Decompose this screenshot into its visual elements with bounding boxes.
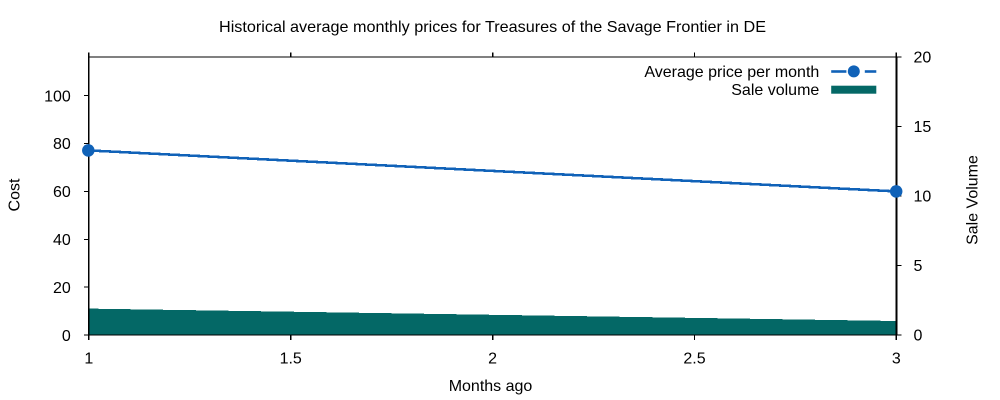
- svg-text:10: 10: [914, 188, 932, 205]
- svg-text:Historical average monthly pri: Historical average monthly prices for Tr…: [219, 19, 766, 36]
- svg-text:20: 20: [53, 280, 71, 297]
- svg-text:40: 40: [53, 232, 71, 249]
- svg-text:0: 0: [914, 327, 923, 344]
- svg-text:100: 100: [44, 88, 71, 105]
- svg-text:1: 1: [84, 350, 93, 367]
- svg-text:Sale volume: Sale volume: [731, 82, 819, 99]
- svg-text:2.5: 2.5: [683, 350, 705, 367]
- svg-text:Sale Volume: Sale Volume: [965, 155, 982, 245]
- svg-text:60: 60: [53, 184, 71, 201]
- svg-text:Cost: Cost: [6, 178, 23, 211]
- svg-text:3: 3: [892, 350, 901, 367]
- svg-text:1.5: 1.5: [280, 350, 302, 367]
- svg-text:20: 20: [914, 49, 932, 66]
- svg-text:5: 5: [914, 258, 923, 275]
- svg-text:Months ago: Months ago: [449, 378, 533, 395]
- svg-text:2: 2: [488, 350, 497, 367]
- svg-text:15: 15: [914, 119, 932, 136]
- svg-text:0: 0: [62, 328, 71, 345]
- svg-text:80: 80: [53, 136, 71, 153]
- svg-text:Average price per month: Average price per month: [644, 64, 819, 81]
